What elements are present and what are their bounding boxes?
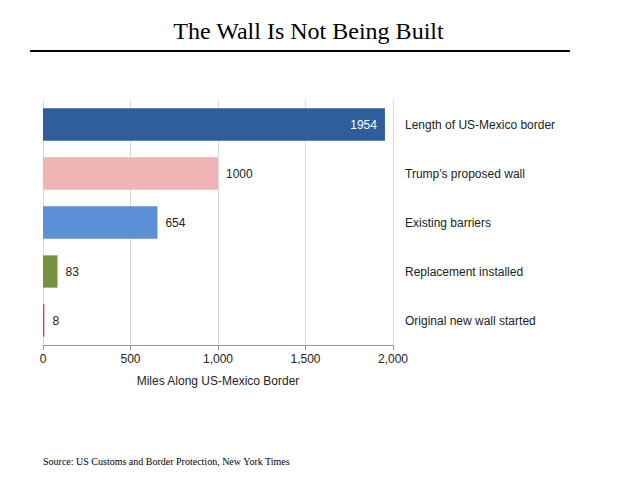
svg-text:Miles Along US-Mexico Border: Miles Along US-Mexico Border <box>137 374 300 388</box>
svg-text:654: 654 <box>165 216 185 230</box>
svg-text:8: 8 <box>52 314 59 328</box>
svg-text:0: 0 <box>40 352 47 366</box>
svg-text:1,000: 1,000 <box>203 352 233 366</box>
svg-text:Source: US Customs and Border: Source: US Customs and Border Protection… <box>43 456 290 467</box>
svg-text:Length of US-Mexico border: Length of US-Mexico border <box>405 118 555 132</box>
svg-text:500: 500 <box>120 352 140 366</box>
svg-text:1954: 1954 <box>350 118 377 132</box>
svg-text:2,000: 2,000 <box>378 352 408 366</box>
svg-text:1,500: 1,500 <box>290 352 320 366</box>
svg-text:Replacement installed: Replacement installed <box>405 265 523 279</box>
svg-text:Original new wall started: Original new wall started <box>405 314 536 328</box>
svg-text:Trump's proposed wall: Trump's proposed wall <box>405 167 525 181</box>
svg-text:83: 83 <box>66 265 80 279</box>
svg-text:1000: 1000 <box>226 167 253 181</box>
svg-text:The Wall Is Not Being Built: The Wall Is Not Being Built <box>173 18 444 44</box>
svg-text:Existing barriers: Existing barriers <box>405 216 491 230</box>
